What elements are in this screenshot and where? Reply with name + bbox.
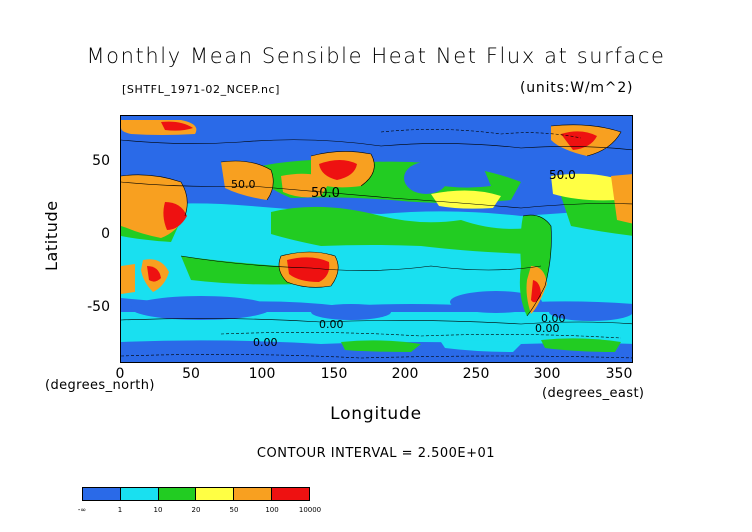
india-region	[221, 161, 274, 200]
green-region	[181, 256, 311, 285]
legend-swatch	[196, 488, 235, 500]
map-title: Monthly Mean Sensible Heat Net Flux at s…	[86, 44, 666, 68]
legend-swatch	[234, 488, 273, 500]
east-asia-region	[281, 173, 331, 198]
legend-label: 1	[117, 506, 123, 514]
antarctica-green	[341, 340, 421, 352]
color-legend-bar	[82, 487, 310, 501]
x-tick-label: 250	[462, 366, 490, 382]
green-region	[271, 206, 541, 254]
legend-label: -∞	[77, 506, 87, 514]
antarctica-cyan	[441, 340, 521, 352]
north-pacific-blue	[404, 162, 448, 194]
southern-ocean-patch	[450, 291, 542, 313]
x-tick-label: 50	[182, 366, 200, 382]
contour-label: 0.00	[253, 336, 278, 349]
y-axis-unit: (degrees_north)	[45, 378, 155, 393]
heat-flux-map	[121, 116, 632, 362]
australia-hot	[287, 257, 330, 282]
negative-contours	[121, 129, 632, 359]
yellow-region	[551, 173, 621, 201]
x-axis-unit: (degrees_east)	[542, 386, 645, 401]
file-label: [SHTFL_1971-02_NCEP.nc]	[122, 83, 281, 96]
x-axis-title: Longitude	[330, 404, 422, 424]
map-plot-area: 50.0 50.0 50.0 0.00 0.00 0.00 0.00	[120, 115, 633, 363]
x-tick-label: 300	[533, 366, 561, 382]
contour-lines	[121, 124, 632, 325]
units-label: (units:W/m^2)	[520, 80, 634, 96]
legend-label: 100	[265, 506, 279, 514]
legend-label: 10	[153, 506, 163, 514]
southern-ocean-patch	[131, 296, 271, 320]
south-america-hot	[531, 280, 541, 303]
contour-label: 0.00	[319, 318, 344, 331]
y-tick-label: 0	[101, 226, 110, 242]
southern-africa-hot	[147, 266, 161, 282]
west-edge-region	[121, 264, 135, 294]
legend-swatch	[83, 488, 121, 500]
y-tick-label: -50	[87, 299, 110, 315]
legend-swatch	[120, 488, 159, 500]
legend-swatch	[158, 488, 197, 500]
contour-label: 50.0	[311, 186, 340, 201]
east-asia-hot	[319, 160, 357, 180]
east-edge-region	[611, 174, 632, 224]
x-tick-label: 200	[391, 366, 419, 382]
legend-label: 10000	[298, 506, 322, 514]
southern-ocean-patch	[311, 304, 391, 320]
x-tick-label: 0	[115, 366, 125, 382]
yellow-region	[431, 190, 501, 209]
contour-label: 0.00	[535, 322, 560, 335]
y-tick-label: 50	[92, 153, 110, 169]
antarctica-green	[541, 338, 621, 352]
legend-label: 20	[191, 506, 201, 514]
x-tick-label: 150	[320, 366, 348, 382]
southern-ocean-patch	[549, 303, 632, 321]
y-axis-title: Latitude	[42, 200, 61, 271]
x-tick-label: 350	[605, 366, 633, 382]
legend-label: 50	[229, 506, 239, 514]
contour-label: 50.0	[231, 178, 256, 191]
x-tick-label: 100	[248, 366, 276, 382]
contour-label: 50.0	[549, 168, 576, 182]
contour-label: 0.00	[541, 312, 566, 325]
africa-hot-region	[163, 202, 187, 230]
legend-swatch	[272, 488, 309, 500]
north-america-hot	[561, 131, 597, 150]
contour-interval-text: CONTOUR INTERVAL = 2.500E+01	[256, 446, 496, 461]
north-europe-hot	[161, 121, 193, 131]
